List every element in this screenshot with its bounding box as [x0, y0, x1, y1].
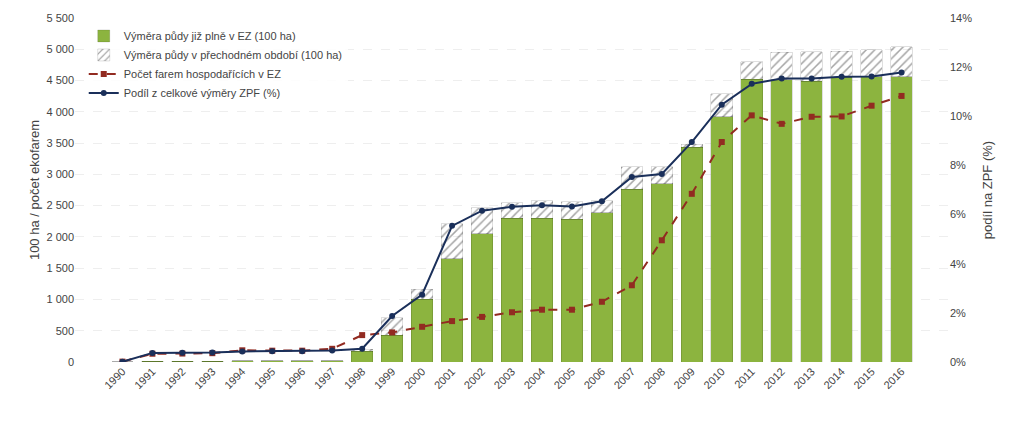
svg-text:5 000: 5 000 [46, 43, 74, 55]
svg-text:2 500: 2 500 [46, 199, 74, 211]
svg-text:2016: 2016 [881, 365, 907, 391]
svg-text:2012: 2012 [761, 365, 787, 391]
svg-text:Výměra půdy již plně v EZ (100: Výměra půdy již plně v EZ (100 ha) [124, 30, 296, 42]
svg-text:1993: 1993 [192, 365, 218, 391]
svg-text:Podíl z celkové výměry ZPF (%): Podíl z celkové výměry ZPF (%) [124, 87, 280, 99]
svg-text:4 500: 4 500 [46, 74, 74, 86]
svg-text:2014: 2014 [821, 365, 847, 391]
svg-text:3 500: 3 500 [46, 137, 74, 149]
svg-text:1997: 1997 [312, 365, 338, 391]
svg-text:1 500: 1 500 [46, 262, 74, 274]
svg-text:4%: 4% [950, 258, 966, 270]
svg-text:1998: 1998 [342, 365, 368, 391]
svg-text:8%: 8% [950, 159, 966, 171]
svg-text:1996: 1996 [282, 365, 308, 391]
svg-text:1995: 1995 [252, 365, 278, 391]
svg-text:2013: 2013 [791, 365, 817, 391]
svg-text:12%: 12% [950, 61, 972, 73]
svg-text:0: 0 [68, 356, 74, 368]
svg-text:5 500: 5 500 [46, 12, 74, 24]
svg-text:1 000: 1 000 [46, 293, 74, 305]
svg-text:2 000: 2 000 [46, 231, 74, 243]
svg-text:2000: 2000 [402, 365, 428, 391]
svg-text:2006: 2006 [581, 365, 607, 391]
svg-text:2005: 2005 [551, 365, 577, 391]
svg-text:2%: 2% [950, 307, 966, 319]
svg-text:Výměra půdy v přechodném obdob: Výměra půdy v přechodném období (100 ha) [124, 49, 342, 61]
svg-text:100 ha / počet ekofarem: 100 ha / počet ekofarem [27, 120, 42, 260]
svg-text:1994: 1994 [222, 365, 248, 391]
svg-text:2008: 2008 [641, 365, 667, 391]
svg-text:1990: 1990 [102, 365, 128, 391]
svg-text:2011: 2011 [732, 365, 757, 390]
svg-text:2001: 2001 [432, 365, 458, 391]
svg-text:500: 500 [56, 325, 74, 337]
svg-text:2004: 2004 [521, 365, 547, 391]
svg-text:Počet farem hospodařících v EZ: Počet farem hospodařících v EZ [124, 68, 281, 80]
svg-text:2009: 2009 [671, 365, 697, 391]
svg-text:14%: 14% [950, 12, 972, 24]
svg-text:2007: 2007 [611, 365, 637, 391]
svg-text:2010: 2010 [701, 365, 727, 391]
svg-text:4 000: 4 000 [46, 106, 74, 118]
svg-text:0%: 0% [950, 356, 966, 368]
svg-text:3 000: 3 000 [46, 168, 74, 180]
svg-text:6%: 6% [950, 208, 966, 220]
svg-text:2015: 2015 [851, 365, 877, 391]
svg-text:podíl na ZPF (%): podíl na ZPF (%) [980, 141, 995, 239]
svg-text:10%: 10% [950, 110, 972, 122]
svg-text:1999: 1999 [372, 365, 398, 391]
svg-text:1992: 1992 [162, 365, 188, 391]
svg-text:2002: 2002 [462, 365, 488, 391]
svg-text:1991: 1991 [132, 365, 158, 391]
svg-text:2003: 2003 [492, 365, 518, 391]
